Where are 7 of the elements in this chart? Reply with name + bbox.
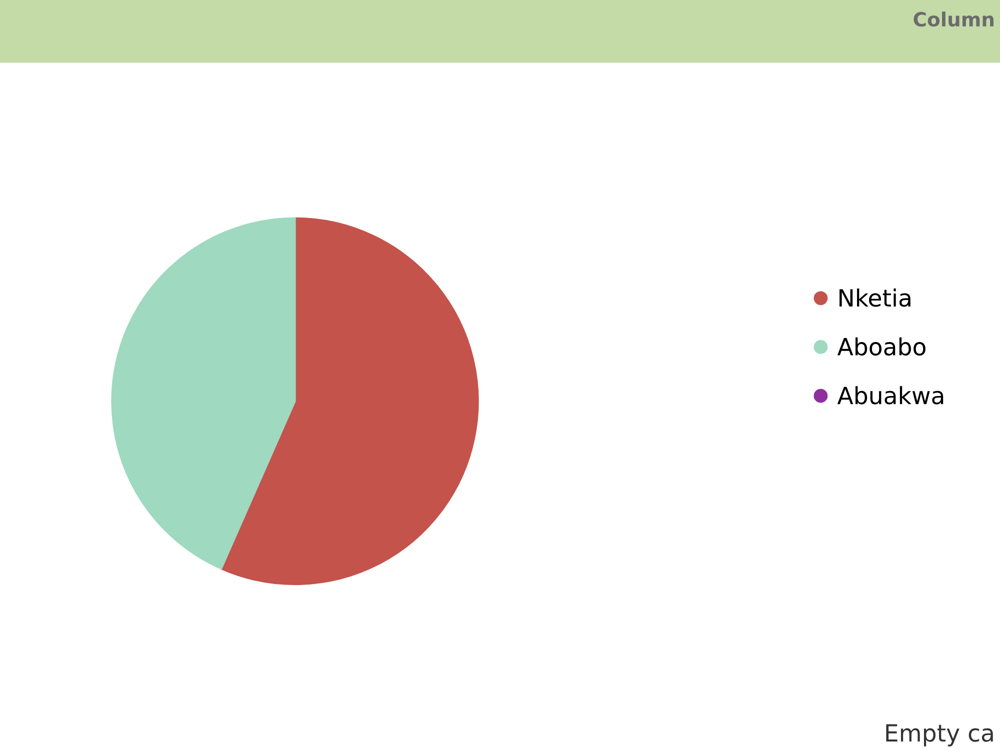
legend-label: Nketia: [840, 288, 910, 307]
text: Empty ca: [886, 724, 993, 746]
legend-label: Aboabo: [837, 337, 926, 356]
legend-label: Abuakwa: [837, 386, 944, 404]
pie-slice: [111, 217, 296, 570]
pie-slice: [220, 217, 479, 586]
text: Column: [914, 12, 994, 27]
